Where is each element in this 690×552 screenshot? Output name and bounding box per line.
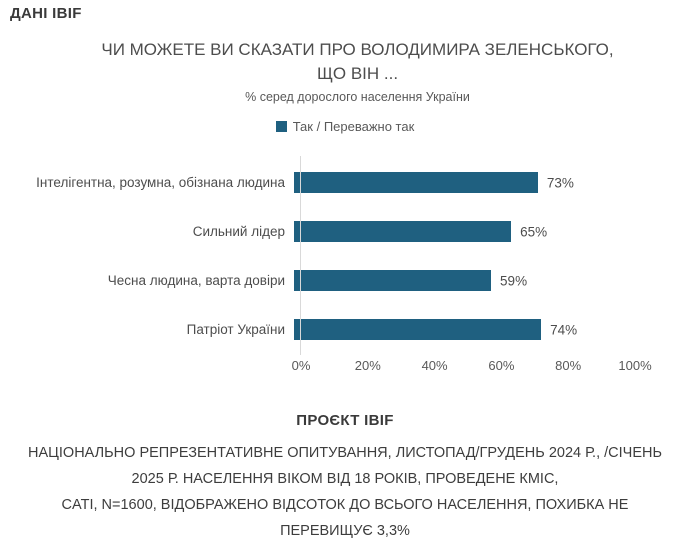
bar-zone: 74% [294,319,690,340]
category-label: Сильний лідер [192,224,285,239]
category-label: Чесна людина, варта довіри [107,273,285,288]
footer-note-line3: CATI, N=1600, ВІДОБРАЖЕНО ВІДСОТОК ДО ВС… [61,497,629,513]
footer-note-line4: ПЕРЕВИЩУЄ 3,3% [280,523,410,539]
x-axis-tick-label: 100% [618,358,652,373]
chart-title-line1: ЧИ МОЖЕТЕ ВИ СКАЗАТИ ПРО ВОЛОДИМИРА ЗЕЛЕ… [101,40,614,59]
chart-title: ЧИ МОЖЕТЕ ВИ СКАЗАТИ ПРО ВОЛОДИМИРА ЗЕЛЕ… [25,38,690,86]
bar-row: Сильний лідер 65% [0,207,690,256]
category-label: Інтелігентна, розумна, обізнана людина [36,175,285,190]
bar-value-label: 74% [550,322,578,337]
bar-value-label: 73% [546,175,574,190]
legend-label: Так / Переважно так [292,119,415,134]
bar-zone: 73% [294,172,690,193]
chart-subtitle: % серед дорослого населення України [245,90,470,104]
bar [294,270,492,291]
x-axis-tick-label: 80% [555,358,582,373]
x-axis-tick-label: 60% [488,358,515,373]
footer-note: НАЦІОНАЛЬНО РЕПРЕЗЕНТАТИВНЕ ОПИТУВАННЯ, … [0,440,690,544]
bar [294,221,512,242]
bar-row: Інтелігентна, розумна, обізнана людина 73… [0,158,690,207]
bar-chart-plot: Інтелігентна, розумна, обізнана людина 73… [0,158,690,354]
footer-note-line1: НАЦІОНАЛЬНО РЕПРЕЗЕНТАТИВНЕ ОПИТУВАННЯ, … [28,445,662,461]
bar [294,172,538,193]
x-axis-tick-label: 0% [291,358,311,373]
bar [294,319,542,340]
footer-heading: ПРОЄКТ IBIF [296,412,394,429]
x-axis: 0% 20% 40% 60% 80% 100% [0,358,690,376]
bar-row: Патріот України 74% [0,305,690,354]
brand-label: ДАНІ IBIF [10,5,82,22]
chart-legend: Так / Переважно так [0,119,690,134]
legend-swatch-icon [275,121,287,132]
bar-zone: 65% [294,221,690,242]
bar-zone: 59% [294,270,690,291]
category-label: Патріот України [186,322,285,337]
bar-value-label: 59% [500,273,528,288]
footer-note-line2: 2025 Р. НАСЕЛЕННЯ ВІКОМ ВІД 18 РОКІВ, ПР… [131,471,559,487]
x-axis-tick-label: 40% [421,358,448,373]
y-axis-line [300,156,301,355]
x-axis-tick-label: 20% [354,358,381,373]
bar-value-label: 65% [520,224,548,239]
bar-row: Чесна людина, варта довіри 59% [0,256,690,305]
chart-title-line2: ЩО ВІН ... [316,64,399,83]
